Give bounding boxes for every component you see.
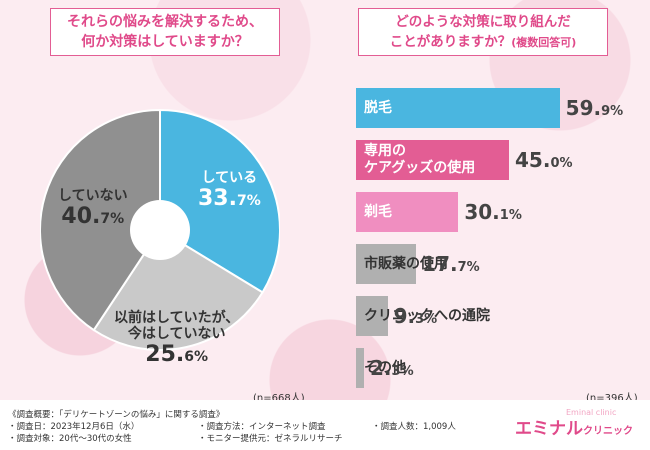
- pie-label-doing: している 33.7%: [198, 170, 261, 211]
- footer-date: ・調査日：2023年12月6日（水）: [8, 422, 140, 432]
- left-question-line2: 何か対策はしていますか？: [81, 34, 249, 50]
- bar-otc-medicine: 市販薬の使用: [356, 244, 448, 284]
- bar-row-hair-removal: 脱毛 59.9%: [356, 88, 623, 128]
- pie-label-previously: 以前はしていたが、 今はしていない 25.6%: [114, 310, 239, 367]
- bar-value-care-goods: 45.0%: [515, 148, 573, 172]
- bar-value-other: 2.3%: [370, 356, 414, 380]
- footer-method: ・調査方法：インターネット調査: [198, 422, 326, 432]
- right-question-box: どのような対策に取り組んだ ことがありますか？(複数回答可): [358, 8, 608, 56]
- left-question-box: それらの悩みを解決するため、 何か対策はしていますか？: [50, 8, 280, 56]
- pie-svg: [39, 108, 281, 351]
- pie-value-not-doing: 40.7%: [61, 204, 125, 230]
- footer-target: ・調査対象：20代〜30代の女性: [8, 434, 132, 444]
- pie-slice-previously: [92, 228, 264, 351]
- pie-value-doing: 33.7%: [198, 186, 261, 212]
- bar-value-otc-medicine: 17.7%: [422, 252, 480, 276]
- right-question-line2: ことがありますか？: [389, 34, 512, 50]
- pie-label-doing-text: している: [201, 170, 258, 186]
- bar-other: その他: [356, 348, 406, 388]
- bar-clinic: クリニックへの通院: [356, 296, 490, 336]
- logo: エミナルクリニック: [515, 419, 633, 439]
- right-question-note: (複数回答可): [511, 36, 577, 49]
- logo-tiny: Eminal clinic: [566, 408, 617, 417]
- footer: 《調査概要：「デリケートゾーンの悩み」に関する調査》 ・調査日：2023年12月…: [0, 400, 650, 450]
- bar-value-shaving: 30.1%: [464, 200, 522, 224]
- bar-chart: 脱毛 59.9% 専用の ケアグッズの使用 45.0% 剃毛 30.1% 市販薬の…: [356, 88, 636, 388]
- bar-row-otc-medicine: 市販薬の使用 17.7%: [356, 244, 480, 284]
- footer-provider: ・モニター提供元：ゼネラルリサーチ: [198, 434, 343, 444]
- pie-label-not-doing-text: していない: [58, 188, 128, 204]
- bar-value-clinic: 9.3%: [393, 304, 438, 328]
- pie-label-previously-text2: 今はしていない: [127, 326, 226, 343]
- pie-label-not-doing: していない 40.7%: [58, 188, 128, 229]
- pie-value-previously: 25.6%: [145, 342, 209, 368]
- pie-chart: している 33.7% していない 40.7% 以前はしていたが、 今はしていない…: [39, 95, 281, 367]
- bar-hair-removal: 脱毛: [356, 88, 560, 128]
- left-question-line1: それらの悩みを解決するため、: [67, 14, 263, 30]
- pie-sample-size: (n=668人): [253, 393, 305, 404]
- footer-overview: 《調査概要：「デリケートゾーンの悩み」に関する調査》: [8, 410, 225, 420]
- pie-slice-not-doing: [39, 108, 161, 332]
- bar-value-hair-removal: 59.9%: [565, 96, 624, 120]
- bar-row-clinic: クリニックへの通院 9.3%: [356, 296, 490, 336]
- right-question-line1: どのような対策に取り組んだ: [395, 14, 571, 30]
- bar-row-other: その他 2.3%: [356, 348, 414, 388]
- bar-shaving: 剃毛: [356, 192, 459, 232]
- pie-slice-doing: [159, 108, 281, 294]
- bar-sample-size: (n=396人): [586, 393, 638, 404]
- pie-center-hole: [130, 200, 190, 260]
- bar-care-goods: 専用の ケアグッズの使用: [356, 140, 509, 180]
- bar-row-shaving: 剃毛 30.1%: [356, 192, 522, 232]
- bar-row-care-goods: 専用の ケアグッズの使用 45.0%: [356, 140, 573, 180]
- footer-count: ・調査人数：1,009人: [372, 422, 456, 432]
- pie-label-previously-text1: 以前はしていたが、: [114, 310, 240, 326]
